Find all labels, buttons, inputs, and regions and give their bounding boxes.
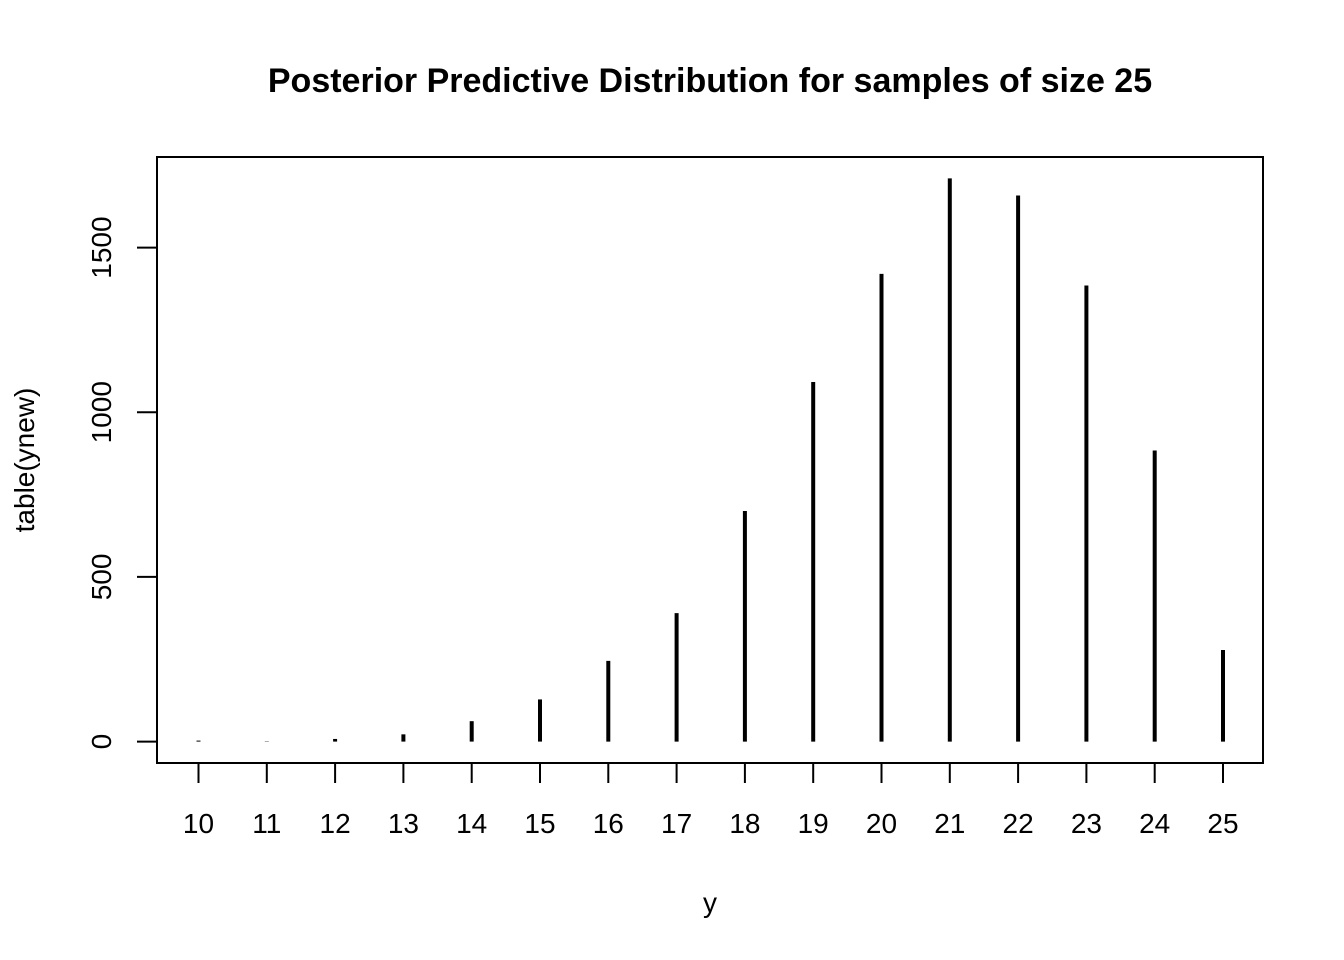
y-tick-label-500: 500 bbox=[86, 554, 117, 601]
x-tick-label-17: 17 bbox=[661, 808, 692, 839]
chart-title: Posterior Predictive Distribution for sa… bbox=[268, 62, 1152, 100]
y-tick-label-1500: 1500 bbox=[86, 216, 117, 278]
x-tick-label-19: 19 bbox=[798, 808, 829, 839]
bars bbox=[196, 178, 1225, 742]
x-tick-label-23: 23 bbox=[1071, 808, 1102, 839]
x-tick-label-21: 21 bbox=[934, 808, 965, 839]
y-tick-label-1000: 1000 bbox=[86, 381, 117, 443]
x-tick-label-11: 11 bbox=[252, 808, 281, 839]
x-tick-label-10: 10 bbox=[183, 808, 214, 839]
x-tick-label-12: 12 bbox=[320, 808, 351, 839]
x-axis-label: y bbox=[703, 887, 717, 918]
x-tick-label-15: 15 bbox=[524, 808, 555, 839]
x-tick-label-14: 14 bbox=[456, 808, 487, 839]
plot-frame bbox=[156, 156, 1264, 764]
y-tick-label-0: 0 bbox=[86, 734, 117, 750]
y-axis: 0 500 1000 1500 bbox=[86, 216, 158, 750]
x-tick-label-18: 18 bbox=[729, 808, 760, 839]
x-tick-label-22: 22 bbox=[1003, 808, 1034, 839]
x-tick-label-24: 24 bbox=[1139, 808, 1170, 839]
x-axis: 10 11 12 13 14 15 16 17 18 19 20 21 22 23 24 25 bbox=[183, 762, 1239, 839]
x-tick-label-16: 16 bbox=[593, 808, 624, 839]
x-tick-label-20: 20 bbox=[866, 808, 897, 839]
x-tick-label-25: 25 bbox=[1207, 808, 1238, 839]
y-axis-label: table(ynew) bbox=[9, 388, 40, 533]
x-tick-label-13: 13 bbox=[388, 808, 419, 839]
